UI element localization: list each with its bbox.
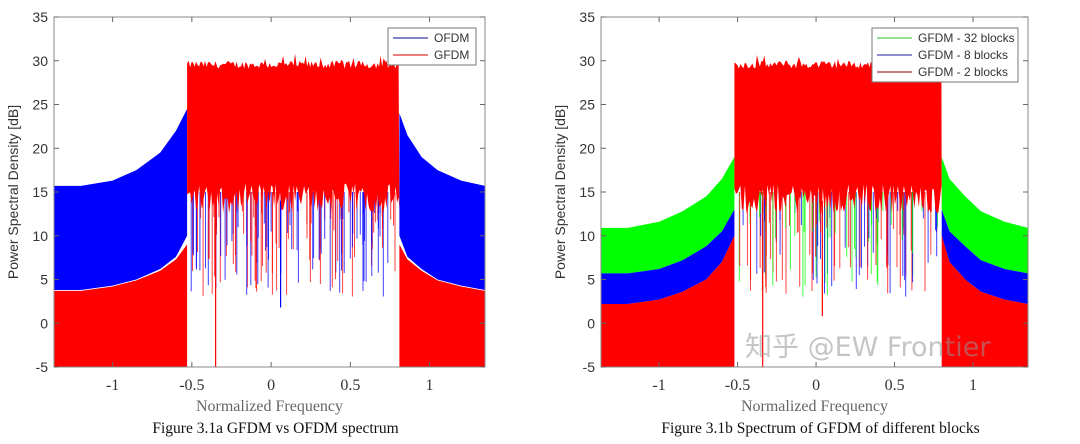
legend-entry: GFDM bbox=[434, 48, 469, 62]
x-tick-label: -1 bbox=[106, 377, 119, 394]
x-tick-label: -0.5 bbox=[179, 377, 204, 394]
legend-box bbox=[387, 27, 477, 66]
x-axis-label: Normalized Frequency bbox=[741, 398, 888, 415]
y-tick-label: 5 bbox=[40, 272, 48, 288]
y-tick-label: 5 bbox=[587, 272, 595, 288]
legend-entry: GFDM - 8 blocks bbox=[918, 48, 1008, 62]
y-tick-label: 0 bbox=[587, 315, 595, 331]
area-out-of-band-left-series-3 bbox=[601, 235, 735, 367]
y-tick-label: 10 bbox=[32, 228, 48, 244]
area-out-of-band-right-series-1 bbox=[399, 113, 485, 290]
area-out-of-band-left-series-2 bbox=[54, 244, 188, 367]
legend: GFDM - 32 blocks GFDM - 8 blocks GFDM - 2 … bbox=[871, 27, 1019, 83]
y-tick-label: 20 bbox=[32, 140, 48, 156]
x-tick-label: 0.5 bbox=[340, 377, 360, 394]
x-tick-label: -1 bbox=[652, 377, 665, 394]
legend: OFDM GFDM bbox=[387, 27, 477, 66]
figure-caption: Figure 3.1a GFDM vs OFDM spectrum bbox=[152, 420, 398, 437]
y-tick-label: 35 bbox=[579, 9, 595, 25]
y-tick-label: 0 bbox=[40, 315, 48, 331]
figure-caption: Figure 3.1b Spectrum of GFDM of differen… bbox=[661, 420, 979, 437]
x-tick-label: 1 bbox=[969, 377, 977, 394]
area-out-of-band-right-series-2 bbox=[399, 244, 485, 367]
x-tick-label: 0.5 bbox=[885, 377, 905, 394]
y-tick-label: 25 bbox=[32, 97, 48, 113]
y-tick-label: 15 bbox=[32, 184, 48, 200]
x-tick-label: 0 bbox=[267, 377, 275, 394]
x-tick-label: -0.5 bbox=[725, 377, 750, 394]
y-tick-label: 20 bbox=[579, 140, 595, 156]
area-out-of-band-right-series-1 bbox=[941, 157, 1028, 274]
legend-entry: GFDM - 32 blocks bbox=[918, 31, 1015, 45]
area-out-of-band-right-series-3 bbox=[941, 235, 1028, 367]
in-band-area bbox=[187, 53, 400, 214]
area-out-of-band-left-series-2 bbox=[601, 209, 735, 304]
y-tick-label: 30 bbox=[579, 53, 595, 69]
legend-entry: OFDM bbox=[434, 31, 469, 45]
area-out-of-band-left-series-1 bbox=[601, 157, 735, 274]
legend-entry: GFDM - 2 blocks bbox=[918, 65, 1008, 79]
y-tick-label: 25 bbox=[579, 97, 595, 113]
area-out-of-band-left-series-1 bbox=[54, 108, 188, 291]
chart-2: -5 0 5 10 15 20 25 30 35 -1 -0.5 0 0.5 1 Power Spectra… bbox=[552, 9, 1029, 437]
area-out-of-band-right-series-2 bbox=[941, 209, 1028, 304]
y-tick-label: 15 bbox=[579, 184, 595, 200]
y-tick-label: -5 bbox=[36, 359, 49, 375]
y-tick-label: 30 bbox=[32, 53, 48, 69]
y-tick-label: -5 bbox=[583, 359, 596, 375]
y-axis-label: Power Spectral Density [dB] bbox=[552, 105, 568, 279]
y-axis-label: Power Spectral Density [dB] bbox=[5, 105, 21, 279]
watermark: 知乎 @EW Frontier bbox=[745, 332, 991, 363]
x-tick-label: 0 bbox=[812, 377, 820, 394]
y-tick-label: 10 bbox=[579, 228, 595, 244]
y-tick-label: 35 bbox=[32, 9, 48, 25]
x-axis-label: Normalized Frequency bbox=[196, 398, 343, 415]
in-band-area bbox=[734, 54, 942, 214]
x-tick-label: 1 bbox=[426, 377, 434, 394]
chart-1: -5 0 5 10 15 20 25 30 35 -1 -0.5 0 0.5 1 Power Spectra… bbox=[5, 9, 486, 437]
